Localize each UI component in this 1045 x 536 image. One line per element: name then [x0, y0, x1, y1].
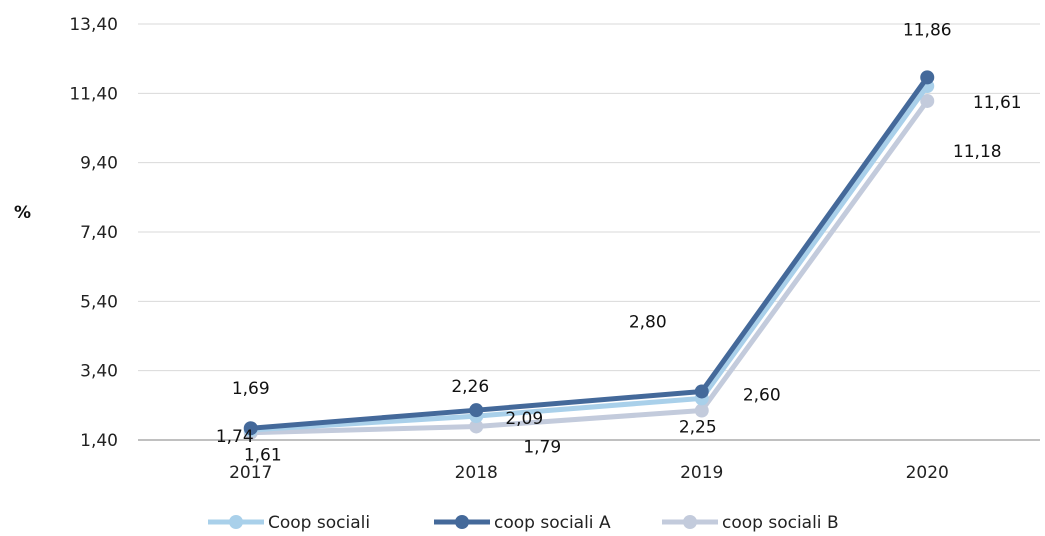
x-tick-label: 2019 [680, 463, 723, 483]
data-label: 1,79 [523, 437, 561, 457]
data-label: 2,26 [451, 377, 489, 397]
y-axis-ticks: 1,40 3,40 5,40 7,40 9,40 11,40 13,40 [69, 15, 118, 451]
series-line [248, 83, 930, 433]
y-tick-label: 3,40 [80, 362, 118, 382]
data-label: 11,61 [973, 93, 1022, 113]
data-point [243, 421, 258, 436]
data-label: 1,61 [244, 446, 282, 466]
gridlines [138, 23, 1040, 441]
y-tick-label: 13,40 [69, 15, 118, 35]
y-axis-label: % [14, 203, 31, 223]
series-line [248, 98, 930, 436]
y-tick-label: 11,40 [69, 84, 118, 104]
x-tick-label: 2018 [455, 463, 498, 483]
y-tick-label: 7,40 [80, 223, 118, 243]
y-tick-label: 5,40 [80, 292, 118, 312]
legend-marker [455, 515, 469, 529]
data-label: 1,74 [216, 427, 254, 447]
data-point [920, 93, 935, 108]
y-tick-label: 1,40 [80, 431, 118, 451]
data-point [694, 384, 709, 399]
x-axis-ticks: 2017 2018 2019 2020 [229, 463, 949, 483]
data-label: 11,18 [953, 142, 1002, 162]
data-label: 1,69 [232, 379, 270, 399]
data-point [469, 419, 484, 434]
data-point [694, 403, 709, 418]
x-tick-label: 2017 [229, 463, 272, 483]
data-point [469, 403, 484, 418]
x-tick-label: 2020 [906, 463, 949, 483]
data-label: 2,60 [743, 385, 781, 405]
data-labels: 1,69 2,09 2,60 11,61 1,74 2,26 2,80 11,86 1,61 1,… [216, 20, 1022, 465]
data-label: 2,80 [629, 312, 667, 332]
data-label: 2,25 [679, 418, 717, 438]
legend-marker [683, 515, 697, 529]
data-label: 11,86 [903, 20, 952, 40]
legend-label: coop sociali A [494, 513, 611, 533]
legend-label: coop sociali B [722, 513, 839, 533]
legend-marker [229, 515, 243, 529]
legend: Coop sociali coop sociali A coop sociali B [208, 513, 839, 533]
data-point [920, 70, 935, 85]
legend-label: Coop sociali [268, 513, 370, 533]
series-lines [243, 70, 935, 440]
series-line [248, 74, 930, 431]
data-label: 2,09 [505, 409, 543, 429]
y-tick-label: 9,40 [80, 154, 118, 174]
